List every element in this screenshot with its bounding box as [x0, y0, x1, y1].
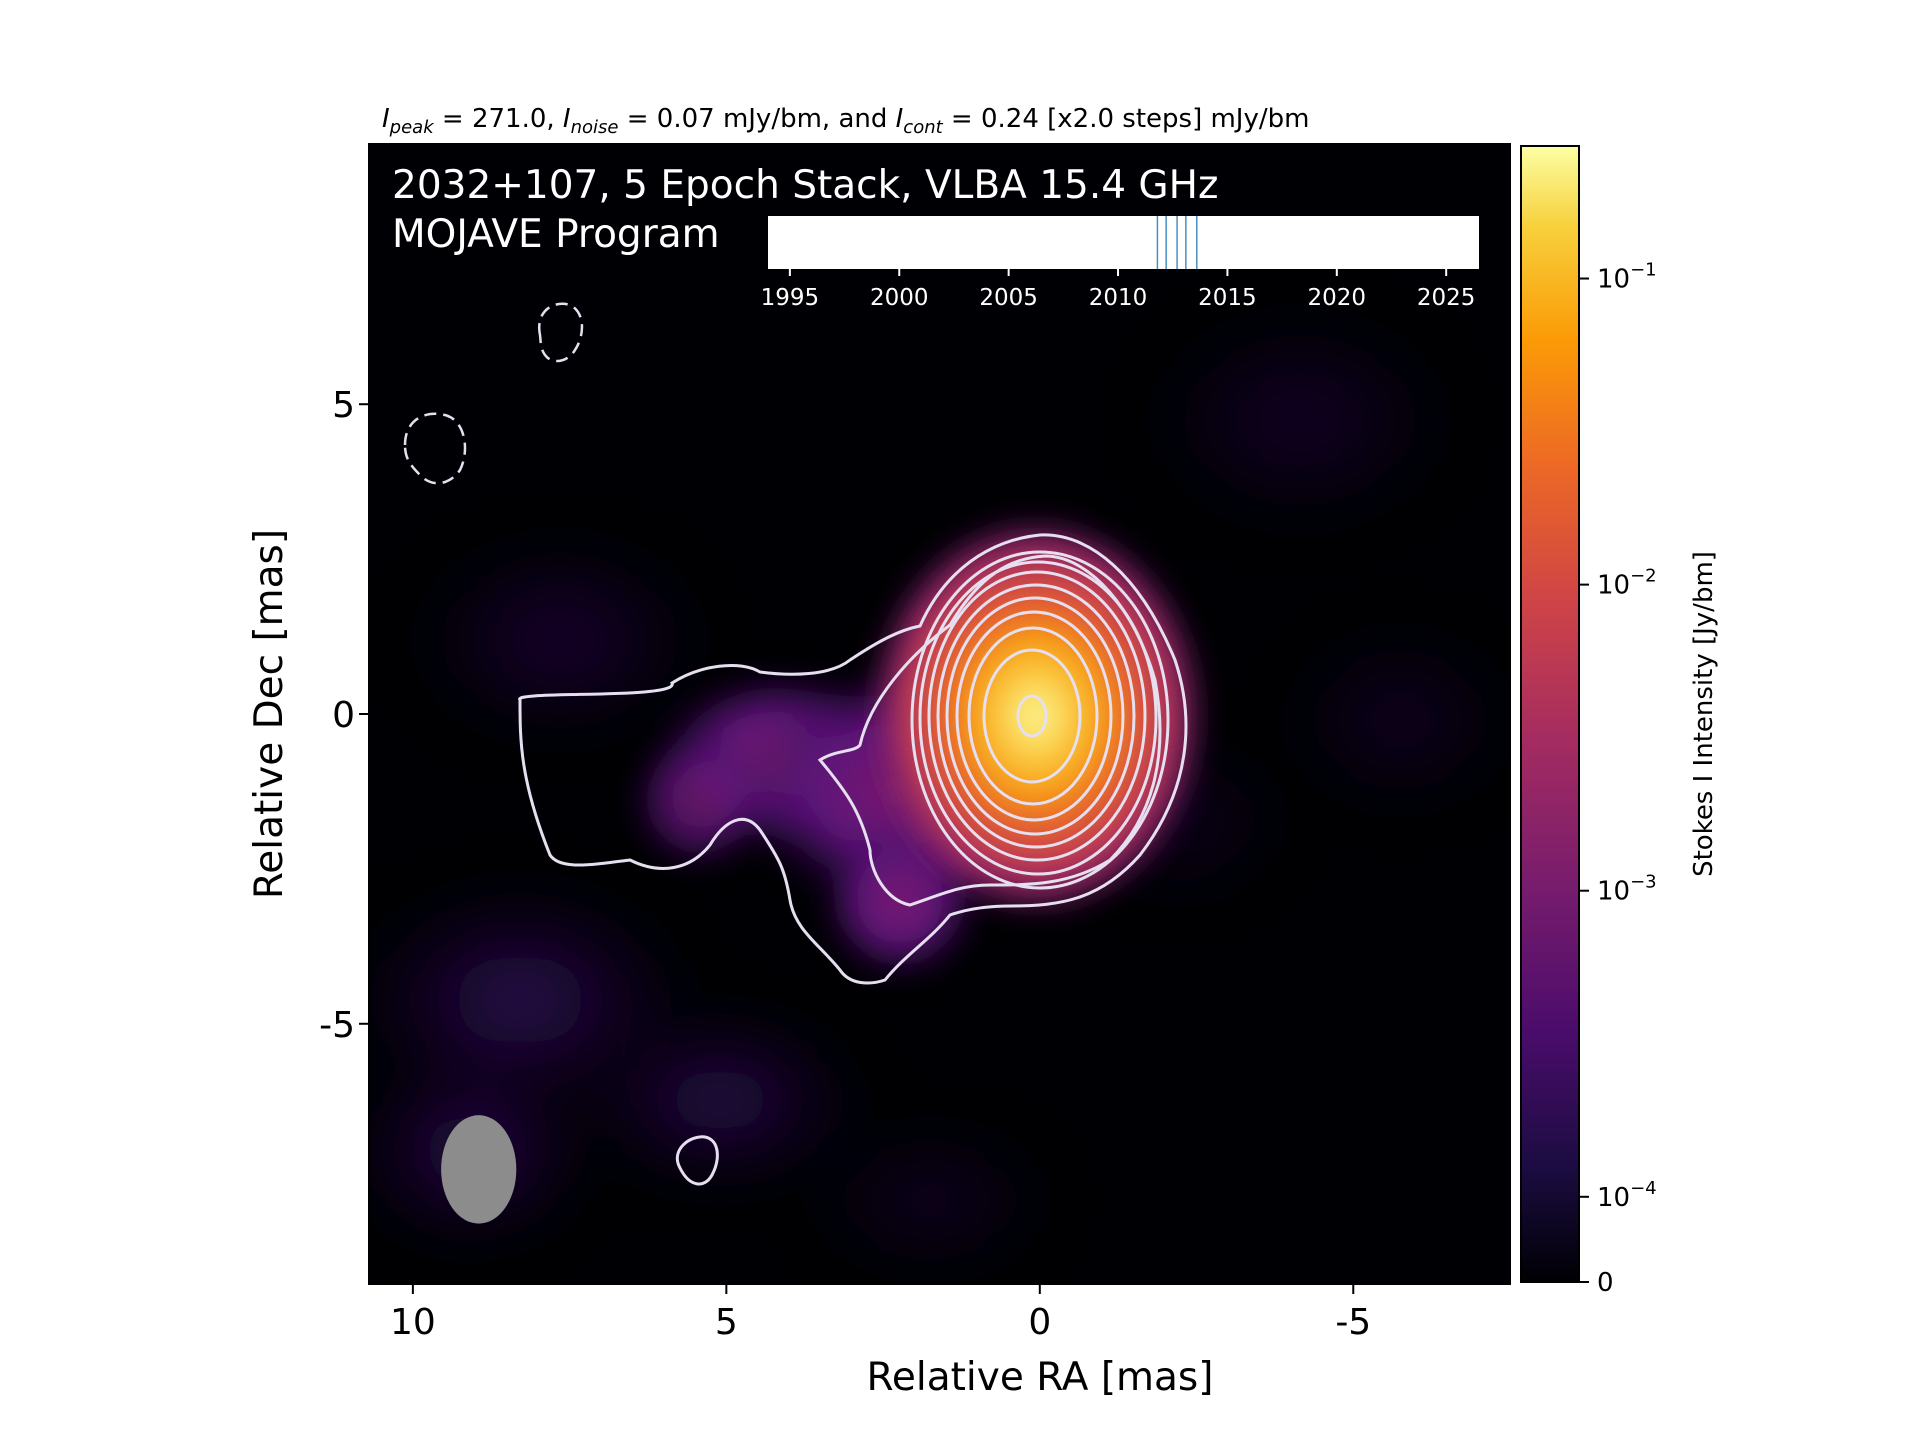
contour-5	[927, 570, 1147, 862]
contour-lines	[403, 302, 1188, 1186]
epoch-markers	[1156, 216, 1198, 269]
source-label: 2032+107, 5 Epoch Stack, VLBA 15.4 GHz	[392, 163, 1218, 208]
colorbar: 10−1 10−2 10−3 10−4 0 Stokes I Intensity [Jy…	[1520, 145, 1719, 1298]
colorbar-tick-label: 0	[1597, 1268, 1614, 1298]
image-stats-subtitle: Ipeak = 271.0, Inoise = 0.07 mJy/bm, and…	[382, 104, 1309, 138]
colorbar-tick-label: 10−1	[1597, 260, 1657, 295]
timeline-tick-label: 2020	[1308, 285, 1367, 311]
x-axis-label: Relative RA [mas]	[867, 1355, 1214, 1400]
contour-lowest	[518, 533, 1188, 985]
timeline-tick-label: 2010	[1089, 285, 1148, 311]
contour-9	[967, 626, 1099, 806]
contour-6	[936, 583, 1136, 849]
x-axis: 10 5 0 -5	[390, 1284, 1371, 1343]
y-tick-label: -5	[319, 1005, 355, 1046]
x-tick-label: -5	[1335, 1302, 1371, 1343]
timeline-tick-label: 2015	[1198, 285, 1257, 311]
core-emission	[866, 516, 1206, 916]
contour-4	[918, 560, 1158, 876]
program-label: MOJAVE Program	[392, 212, 720, 257]
negative-contours	[403, 302, 584, 485]
x-tick-label: 10	[390, 1302, 436, 1343]
contour-10	[982, 648, 1082, 784]
colorbar-ticks: 10−1 10−2 10−3 10−4 0	[1579, 260, 1657, 1298]
timeline-tick-label: 2025	[1417, 285, 1476, 311]
x-tick-label: 5	[715, 1302, 738, 1343]
contour-small-blob	[676, 1135, 719, 1186]
restoring-beam-ellipse	[441, 1115, 517, 1224]
intensity-map: 2032+107, 5 Epoch Stack, VLBA 15.4 GHz M…	[368, 143, 1511, 1285]
x-tick-label: 0	[1028, 1302, 1051, 1343]
contour-3	[910, 550, 1170, 890]
colorbar-tick-label: 10−4	[1597, 1178, 1657, 1213]
colorbar-tick-label: 10−2	[1597, 566, 1657, 601]
y-tick-label: 5	[332, 385, 355, 426]
timeline-tick-label: 1995	[761, 285, 820, 311]
timeline-tick-label: 2000	[870, 285, 929, 311]
timeline-axis: 1995 2000 2005 2010 2015 2020 2025	[761, 263, 1476, 311]
colorbar-label: Stokes I Intensity [Jy/bm]	[1689, 551, 1719, 877]
contour-7	[945, 596, 1125, 836]
timeline-tick-label: 2005	[979, 285, 1038, 311]
epoch-timeline-inset: 1995 2000 2005 2010 2015 2020 2025	[761, 216, 1479, 311]
colorbar-tick-label: 10−3	[1597, 872, 1657, 907]
contour-11	[1016, 694, 1048, 738]
y-axis: 5 0 -5	[319, 385, 369, 1046]
y-axis-label: Relative Dec [mas]	[247, 529, 292, 899]
contour-8	[955, 610, 1113, 822]
y-tick-label: 0	[332, 695, 355, 736]
